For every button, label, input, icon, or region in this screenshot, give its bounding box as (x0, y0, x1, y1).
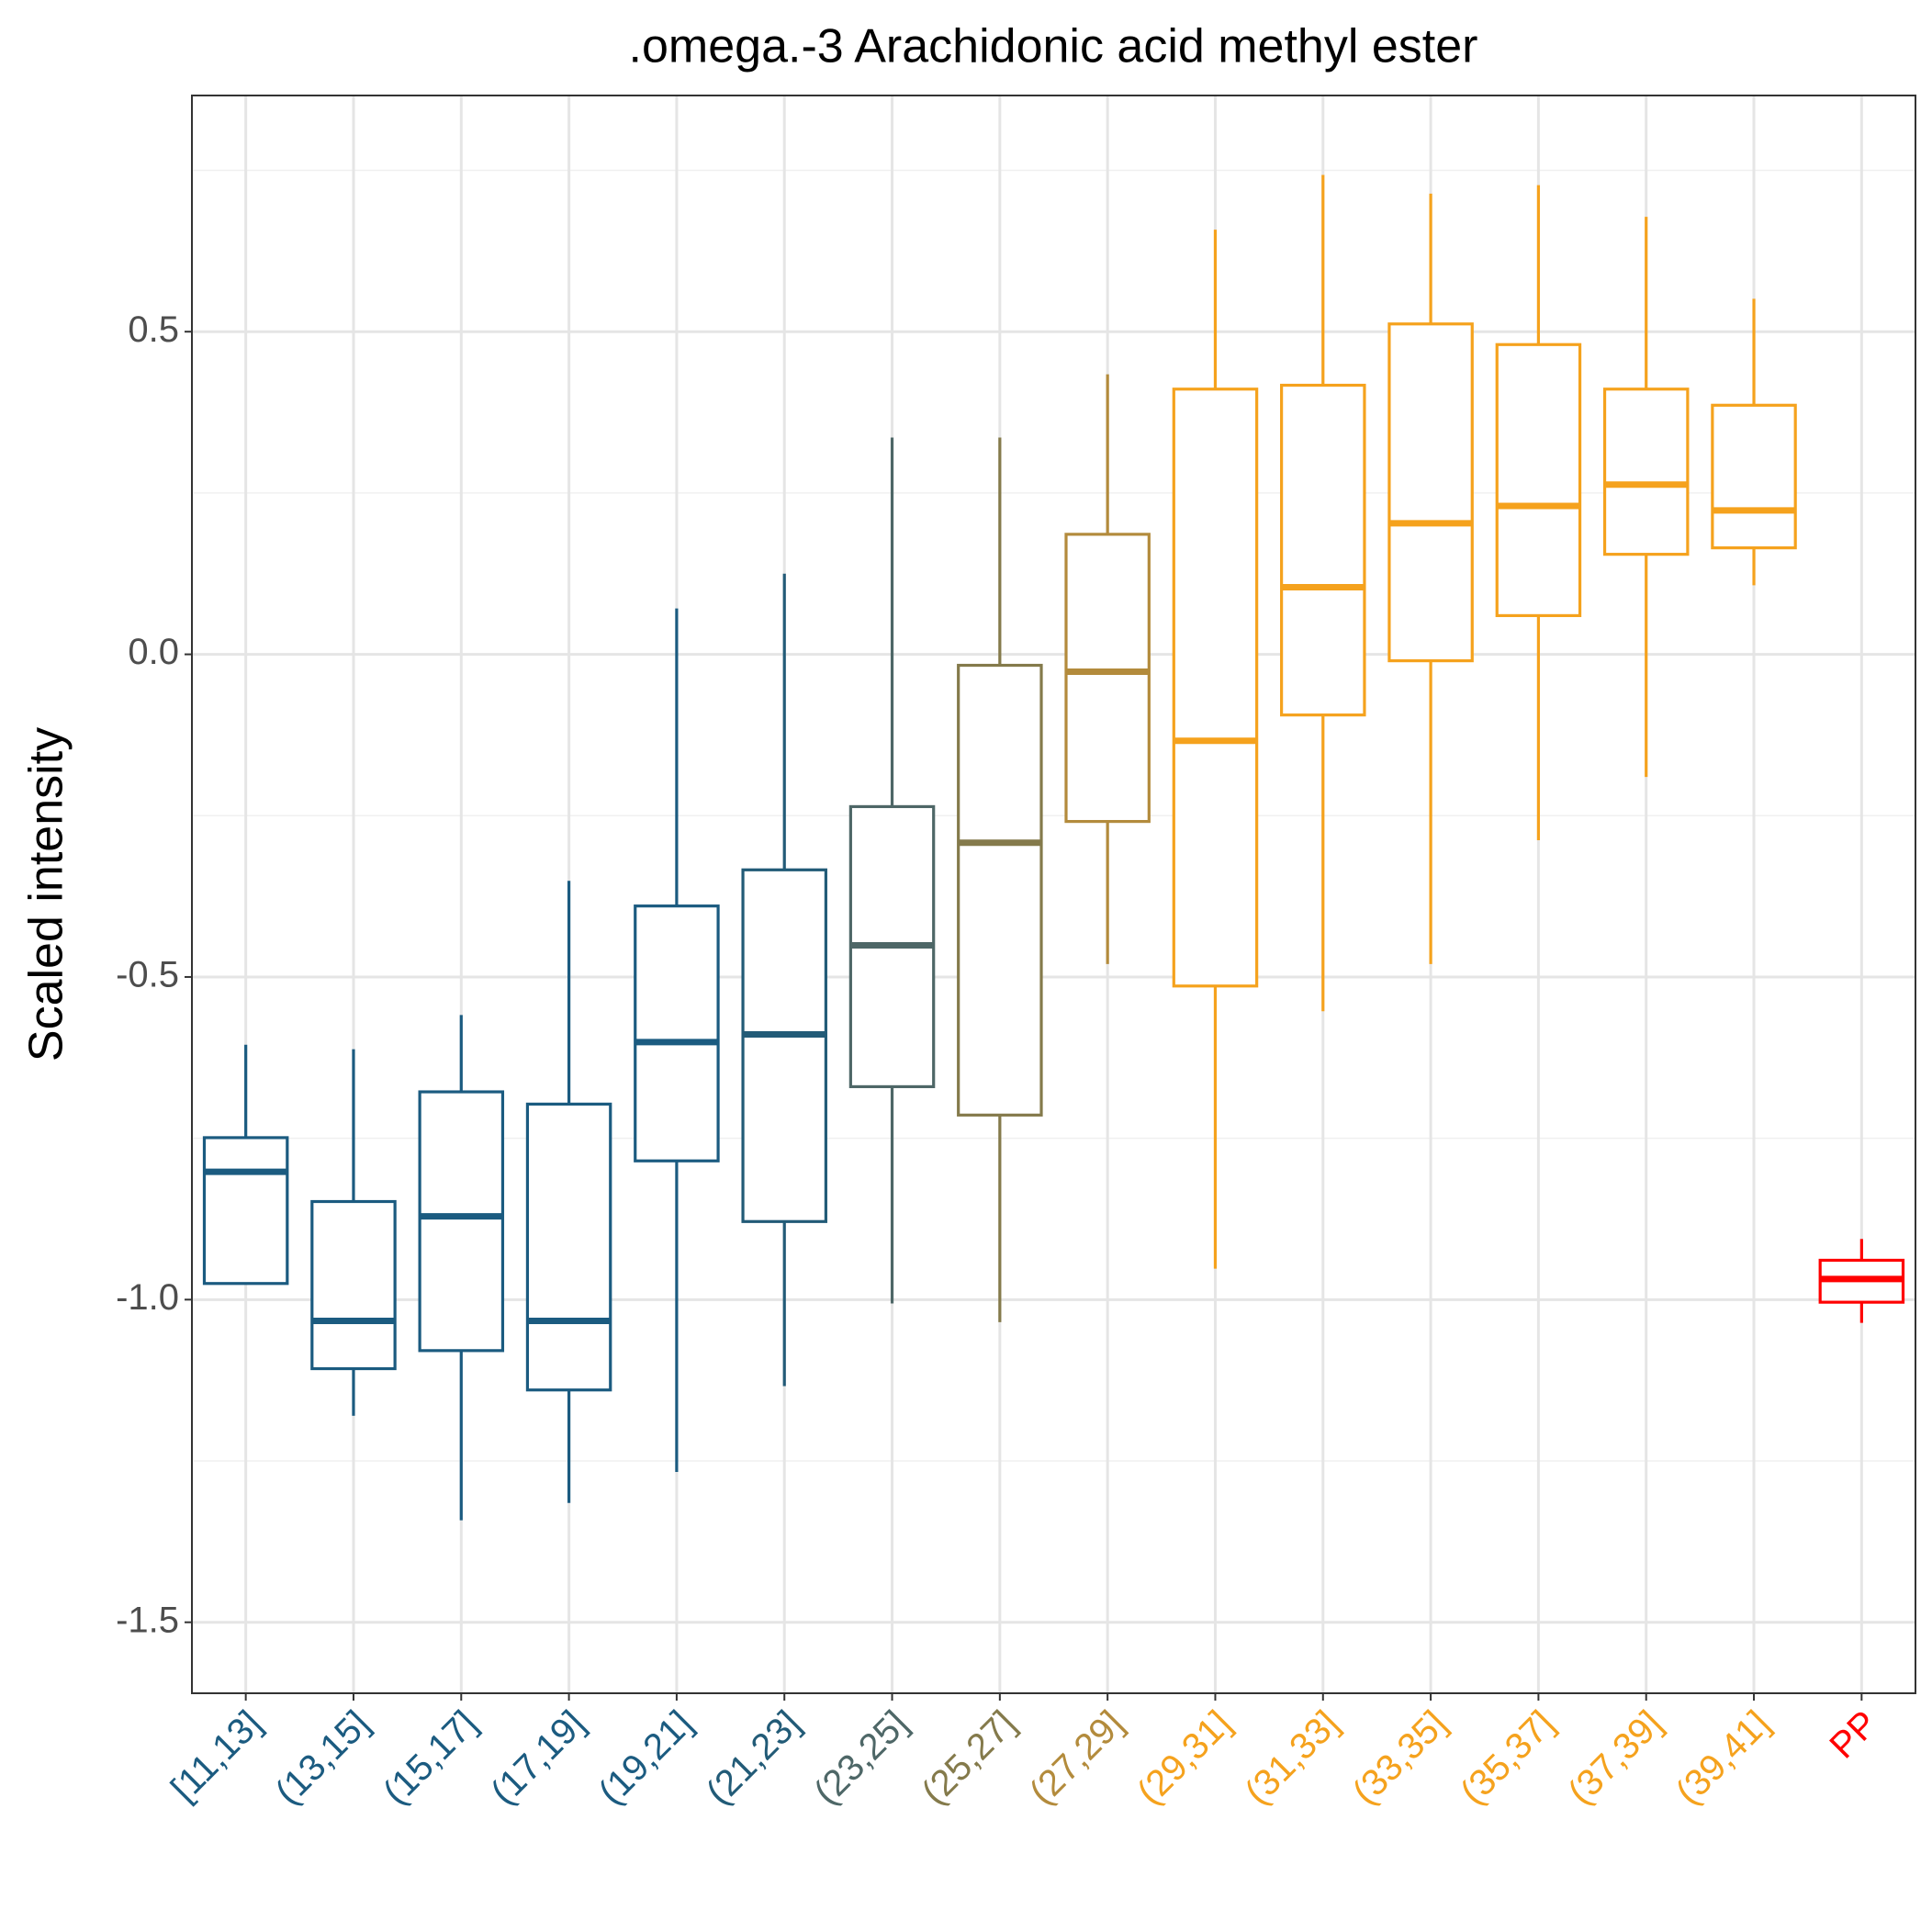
box (1711, 403, 1797, 550)
box (310, 1199, 397, 1371)
box (741, 868, 827, 1223)
y-tick-label: 0.5 (128, 309, 179, 350)
y-axis-label: Scaled intensity (20, 727, 73, 1061)
box (1280, 383, 1366, 717)
box (1602, 388, 1690, 556)
y-tick-label: 0.0 (128, 632, 179, 672)
box (525, 1102, 612, 1392)
y-tick-label: -1.0 (116, 1277, 179, 1318)
box (957, 663, 1043, 1117)
chart-title: .omega.-3 Arachidonic acid methyl ester (629, 20, 1478, 73)
box (1495, 343, 1582, 618)
plot-border (191, 95, 1916, 1694)
box (1172, 388, 1259, 988)
box (1064, 533, 1151, 824)
box (1387, 322, 1474, 663)
y-tick-label: -0.5 (116, 955, 179, 995)
y-tick-label: -1.5 (116, 1600, 179, 1640)
box (634, 904, 720, 1163)
box (202, 1136, 289, 1286)
box (418, 1090, 505, 1353)
